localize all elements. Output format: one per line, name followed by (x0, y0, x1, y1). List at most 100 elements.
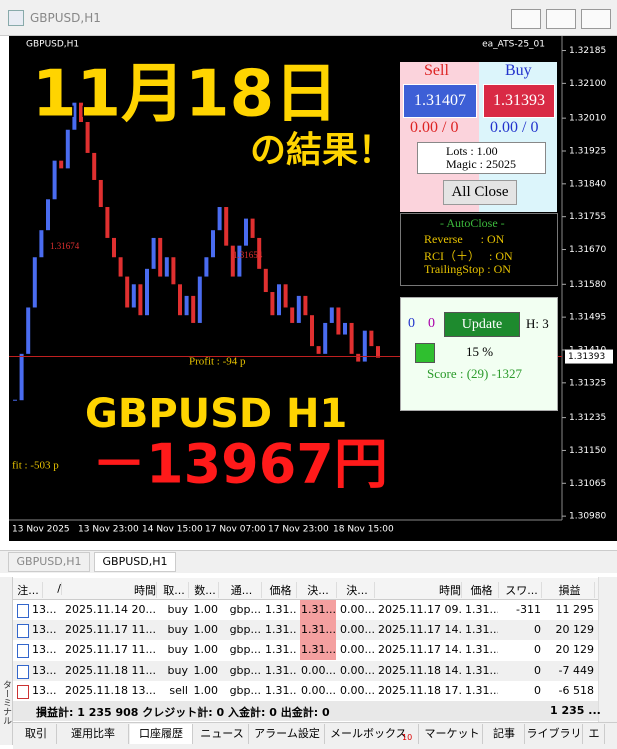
cell: 0.00... (340, 603, 374, 616)
percent: 15 % (466, 344, 494, 359)
candle (158, 237, 163, 277)
candle (118, 257, 123, 277)
y-tick-label: 1.31580 (569, 280, 606, 290)
x-tick-label: 17 Nov 07:00 (205, 525, 266, 535)
scrollbar[interactable] (598, 577, 617, 722)
candle (250, 218, 255, 238)
terminal-tab[interactable]: 記事 (484, 724, 525, 744)
y-tick-label: 1.31150 (569, 446, 606, 456)
y-tick-label: 1.31925 (569, 146, 606, 156)
candle (191, 295, 196, 323)
candle (32, 257, 37, 308)
buy-button[interactable]: 1.31393 (483, 84, 555, 118)
terminal-tab[interactable]: アラーム設定 (250, 724, 325, 744)
autoclose-panel (400, 213, 558, 286)
cell: 1.31... (465, 623, 498, 637)
candle (52, 160, 57, 200)
cell: 0.00... (340, 643, 374, 657)
cell: 1.31... (300, 640, 336, 661)
cell: 2025.11.17 14... (378, 643, 461, 657)
row-icon (17, 604, 29, 618)
cell: 20 129 (555, 643, 595, 657)
magic: Magic : 25025 (446, 157, 516, 171)
side-bar (0, 577, 13, 745)
cell: 1.31... (465, 643, 498, 657)
candle (85, 122, 90, 153)
count-1: 0 (408, 316, 415, 331)
summary-total: 1 235 ... (550, 704, 601, 717)
x-tick-label: 13 Nov 2025 (12, 525, 70, 535)
candle (105, 207, 110, 238)
y-tick-label: 1.31755 (569, 212, 606, 222)
column-header: 数... (192, 582, 219, 598)
h-value: H: 3 (526, 316, 549, 331)
candle (369, 330, 374, 347)
candle (329, 307, 334, 323)
summary: 損益計: 1 235 908 クレジット計: 0 入金計: 0 出金計: 0 (36, 706, 330, 719)
terminal-tab[interactable]: 取引 (16, 724, 57, 744)
candle (316, 346, 321, 354)
close-button[interactable] (581, 9, 611, 29)
cell: 13... (32, 643, 57, 657)
cell: 11 295 (555, 603, 595, 616)
y-tick-label: 1.30980 (569, 512, 606, 522)
candle (92, 152, 97, 180)
terminal-tab[interactable]: 運用比率 (58, 724, 129, 744)
annotation: fit : -503 p (12, 460, 59, 472)
candle (79, 102, 83, 123)
candle (19, 353, 24, 401)
cell: 13... (32, 623, 57, 637)
cell: 13... (32, 603, 57, 616)
mail-count: 10 (402, 733, 413, 742)
cell: 1.31... (465, 603, 498, 616)
minimize-button[interactable] (511, 9, 541, 29)
column-header: 決... (300, 582, 337, 598)
candle (184, 295, 189, 316)
candle (138, 284, 143, 316)
x-tick-label: 14 Nov 15:00 (142, 525, 203, 535)
chart-tab[interactable]: GBPUSD,H1 (8, 552, 90, 572)
cell: 13... (32, 663, 57, 677)
terminal-label: ターミナル (1, 680, 11, 725)
cell: 0.00... (340, 683, 374, 697)
x-tick-label: 17 Nov 23:00 (268, 525, 329, 535)
candle (65, 129, 70, 169)
row-icon (17, 644, 29, 659)
cell: gbp... (229, 683, 261, 697)
candle (237, 245, 242, 277)
column-header: 価格 (265, 582, 297, 598)
all-close-button[interactable]: All Close (443, 180, 517, 205)
cell: 1.00 (193, 643, 219, 657)
terminal-tab[interactable]: ライブラリ (526, 724, 583, 744)
candle (283, 284, 288, 308)
terminal-tab[interactable]: マーケット (422, 724, 483, 744)
ea-label: ea_ATS-25_01 (482, 40, 545, 50)
column-header: / (46, 582, 62, 595)
column-header: 決... (340, 582, 375, 598)
terminal-tab[interactable]: エ (584, 724, 605, 744)
candle (98, 179, 103, 208)
candle (59, 160, 64, 169)
cell: 2025.11.18 17... (378, 683, 461, 697)
terminal-tab[interactable]: 口座履歴 (130, 724, 193, 744)
candle (323, 322, 328, 354)
lots: Lots : 1.00 (446, 144, 498, 158)
cell: 0 (534, 683, 541, 697)
chart-tab[interactable]: GBPUSD,H1 (94, 552, 176, 572)
cell: 1.00 (193, 623, 219, 637)
terminal-tab[interactable]: メールボックス (330, 724, 419, 744)
candle (277, 284, 281, 316)
x-tick-label: 18 Nov 15:00 (333, 525, 394, 535)
candle (244, 218, 248, 246)
update-button[interactable]: Update (444, 312, 520, 337)
window-title: GBPUSD,H1 (30, 11, 101, 25)
y-tick-label: 1.32010 (569, 114, 606, 124)
sell-position: 0.00 / 0 (410, 119, 459, 136)
cell: 1.31... (300, 620, 336, 641)
column-header: 取... (160, 582, 189, 598)
terminal-tab[interactable]: ニュース (196, 724, 249, 744)
annotation: 1.31654 (233, 250, 263, 260)
cell: 2025.11.17 14... (378, 623, 461, 637)
restore-button[interactable] (546, 9, 576, 29)
sell-button[interactable]: 1.31407 (403, 84, 477, 118)
